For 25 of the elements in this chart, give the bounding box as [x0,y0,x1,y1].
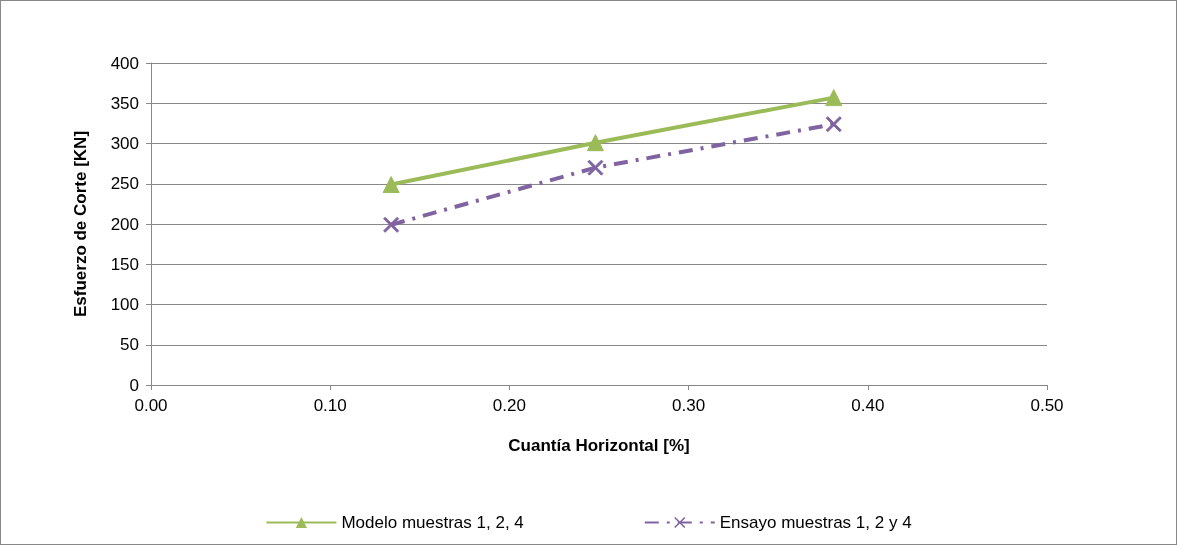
y-tick-label: 150 [110,254,139,274]
legend-label: Modelo muestras 1, 2, 4 [341,513,524,532]
point [825,89,843,107]
y-tick-label: 200 [110,214,139,234]
y-tick-label: 250 [110,174,139,194]
legend-label: Ensayo muestras 1, 2 y 4 [719,513,912,532]
y-tick-label: 0 [129,375,139,395]
point [825,116,842,133]
x-tick-label: 0.30 [672,396,706,415]
x-tick-label: 0.00 [134,396,168,415]
y-tick-label: 100 [110,295,139,314]
point [382,176,400,194]
x-tick-label: 0.40 [851,396,885,415]
x-tick-label: 0.10 [313,396,347,415]
x-axis-title: Cuantía Horizontal [%] [508,436,690,455]
x-tick-label: 0.50 [1030,396,1064,415]
point [586,134,604,152]
y-tick-label: 50 [120,335,139,355]
x-tick-label: 0.20 [492,396,526,415]
y-axis-title: Esfuerzo de Corte [KN] [71,130,90,318]
point [383,216,400,233]
y-tick-label: 400 [110,53,139,73]
y-tick-label: 350 [110,93,139,113]
point [587,159,604,176]
y-tick-label: 300 [110,134,139,153]
